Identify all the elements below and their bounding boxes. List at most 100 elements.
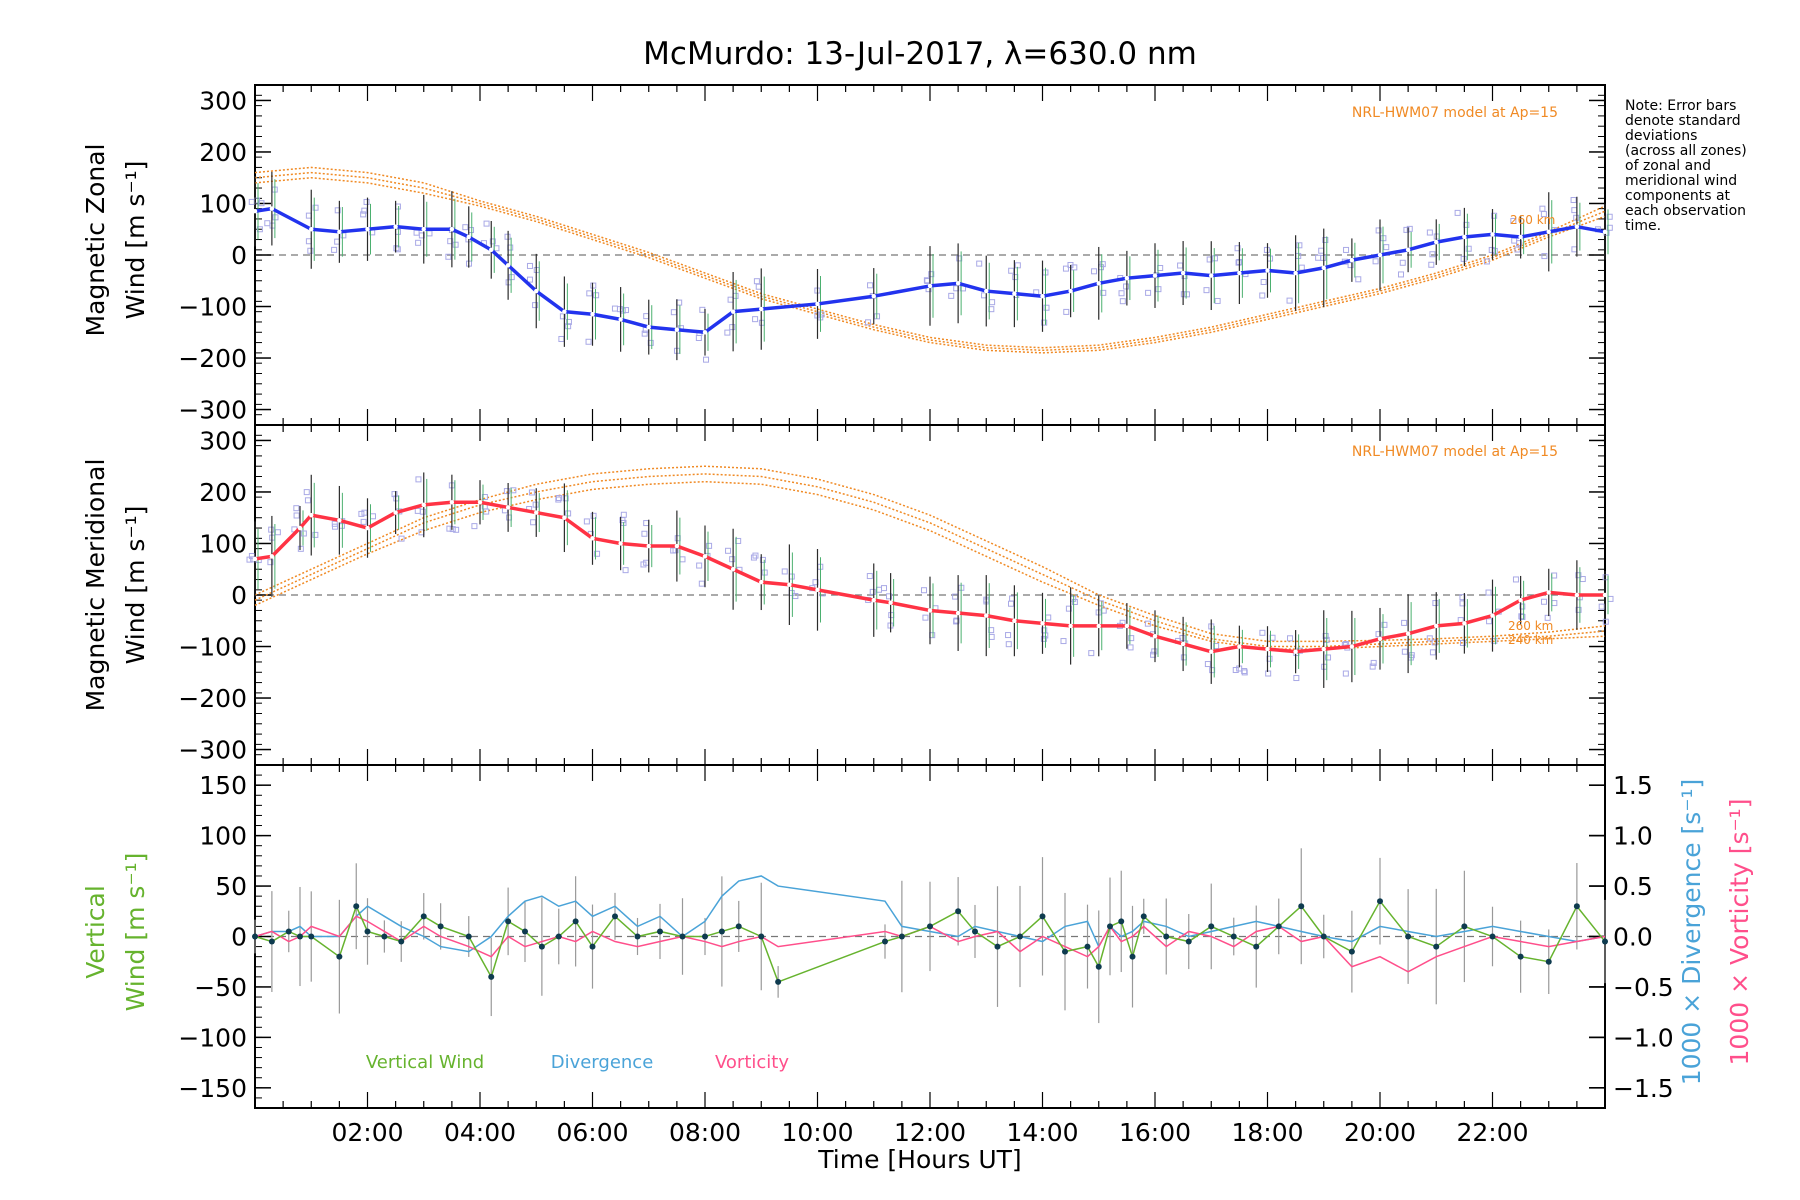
zone-sample [445, 253, 452, 260]
data-point [1377, 636, 1383, 641]
data-point [646, 543, 651, 549]
zone-sample [1088, 650, 1095, 657]
data-point [1434, 239, 1439, 245]
vertical-wind-point [522, 928, 528, 935]
y-tick-label: −100 [178, 633, 247, 662]
vertical-wind-point [972, 928, 978, 935]
data-point [421, 502, 426, 508]
zone-sample [1598, 603, 1605, 610]
vertical-wind-point [572, 918, 579, 925]
zone-sample [1540, 598, 1547, 605]
zone-sample [1041, 319, 1048, 326]
note-line: denote standard [1625, 113, 1741, 129]
note-line: each observation [1625, 203, 1746, 219]
x-tick-label: 10:00 [781, 1118, 853, 1147]
y-tick-label: −300 [178, 736, 247, 765]
data-point [1574, 224, 1580, 229]
zone-sample [558, 335, 565, 342]
zone-sample [1127, 644, 1134, 651]
zone-sample [483, 220, 490, 227]
zone-sample [1540, 211, 1547, 218]
y-tick-label: 100 [199, 822, 247, 851]
zone-sample [1347, 262, 1354, 269]
zone-sample [419, 508, 426, 515]
zone-sample [1296, 242, 1303, 249]
zone-sample [753, 278, 760, 285]
zone-sample [1325, 654, 1332, 661]
zone-sample [1286, 297, 1293, 304]
zone-sample [391, 491, 398, 498]
data-point [421, 227, 426, 232]
zone-sample [340, 232, 347, 239]
zone-sample [398, 535, 405, 542]
zone-sample [643, 520, 650, 527]
zone-sample [585, 338, 592, 345]
zone-sample [1355, 276, 1362, 283]
data-point [1180, 641, 1186, 647]
x-tick-label: 16:00 [1119, 1118, 1191, 1147]
data-point [1012, 291, 1017, 296]
data-point [1265, 268, 1270, 273]
vertical-wind-point [1320, 933, 1327, 940]
vertical-wind-point [555, 933, 562, 940]
zone-sample [503, 488, 510, 495]
zone-sample [1375, 631, 1382, 638]
vertical-panel: 150 100 50 0 −50 −100 −150 1.5 1.0 0.5 0.0 −0.5 −1.0… [178, 764, 1674, 1147]
data-point [1152, 634, 1158, 639]
data-point [1602, 592, 1608, 598]
zone-sample [559, 313, 566, 320]
vertical-wind-point [702, 933, 708, 940]
data-point [590, 536, 595, 541]
vertical-wind-point [1517, 953, 1524, 960]
zone-sample [1293, 675, 1300, 682]
vertical-wind-point [589, 943, 596, 950]
y-tick-label: −50 [194, 973, 247, 1002]
vertical-ylabel-line2: Wind [m s⁻¹] [121, 853, 150, 1012]
zone-sample [641, 530, 648, 537]
zone-sample [1511, 237, 1518, 244]
zone-sample [1180, 291, 1187, 298]
data-point [759, 579, 764, 585]
data-point [871, 597, 876, 603]
vertical-wind-point [679, 933, 686, 940]
data-point [489, 247, 494, 253]
data-point [1124, 623, 1130, 629]
vorticity-ylabel: 1000 × Vorticity [s⁻¹] [1725, 799, 1754, 1066]
y-tick-label: −100 [178, 293, 247, 322]
note-line: components at [1625, 188, 1731, 204]
data-point [1237, 644, 1242, 649]
data-point [1546, 229, 1551, 235]
y-tick-label: 0 [231, 241, 247, 270]
y2-tick-label: −0.5 [1613, 973, 1674, 1002]
data-point [449, 227, 455, 232]
zonal-model-label: NRL-HWM07 model at Ap=15 [1352, 105, 1558, 121]
y-tick-label: 0 [231, 581, 247, 610]
zone-sample [759, 556, 766, 563]
zone-sample [447, 238, 454, 245]
data-point [646, 324, 651, 330]
zone-sample [1514, 246, 1521, 253]
zone-sample [886, 593, 893, 600]
vertical-wind-point [1461, 923, 1468, 930]
zone-sample [729, 556, 736, 563]
zone-sample [781, 568, 788, 575]
data-point [702, 554, 708, 559]
data-point [1405, 631, 1411, 636]
zone-sample [583, 518, 590, 525]
vertical-wind-point [252, 933, 258, 940]
zone-sample [415, 476, 422, 483]
legend-vertical-wind: Vertical Wind [366, 1052, 484, 1073]
meridional-panel: 300 200 100 0 −100 −200 −300 [178, 424, 1614, 766]
zone-sample [269, 222, 276, 229]
zone-sample [732, 292, 739, 299]
zone-sample [956, 255, 963, 262]
x-tick-label: 06:00 [556, 1118, 628, 1147]
zone-sample [725, 547, 732, 554]
data-point [1096, 623, 1101, 629]
zone-sample [696, 562, 703, 569]
zone-sample [670, 309, 677, 316]
meridional-ylabel-line2: Wind [m s⁻¹] [121, 506, 150, 665]
vertical-wind-point [1230, 933, 1237, 940]
zone-sample [590, 512, 597, 519]
